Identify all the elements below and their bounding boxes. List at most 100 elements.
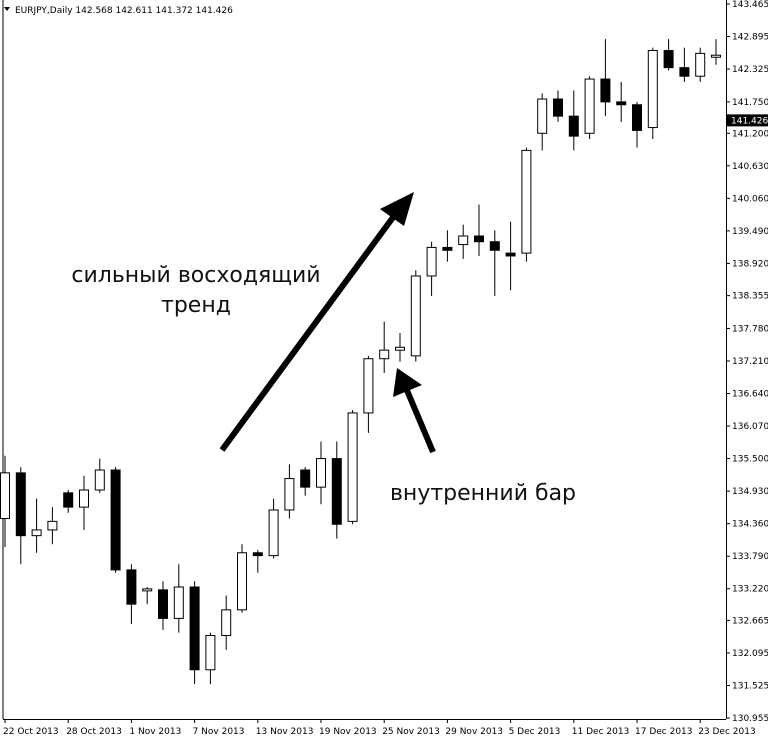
candle-body-bear bbox=[616, 101, 627, 106]
candle bbox=[15, 467, 26, 565]
y-tick-label: 142.895 bbox=[732, 33, 768, 43]
candle bbox=[537, 93, 548, 151]
x-tick-label: 28 Oct 2013 bbox=[66, 727, 122, 737]
y-tick-label: 140.060 bbox=[732, 194, 768, 204]
candle-body-bull bbox=[79, 489, 89, 508]
y-tick-label: 135.500 bbox=[732, 455, 768, 465]
candle-body-bear bbox=[568, 115, 579, 137]
x-tick-label: 22 Oct 2013 bbox=[3, 727, 59, 737]
trend-label-line2: тренд bbox=[161, 293, 231, 318]
y-tick-label: 140.630 bbox=[732, 162, 768, 172]
candle-body-bull bbox=[537, 98, 548, 134]
inside-bar-arrow bbox=[393, 368, 436, 454]
y-tick-label: 133.790 bbox=[732, 552, 768, 562]
candle bbox=[142, 587, 153, 605]
x-tick-label: 23 Dec 2013 bbox=[698, 727, 756, 737]
candles-group bbox=[0, 39, 721, 685]
candle bbox=[663, 39, 674, 71]
candle-body-bull bbox=[94, 469, 105, 491]
candle-body-bull bbox=[268, 509, 279, 557]
candle-body-bull bbox=[410, 275, 421, 357]
candle-body-bull bbox=[347, 412, 358, 522]
y-tick-label: 141.200 bbox=[732, 129, 768, 139]
dropdown-triangle-icon[interactable] bbox=[4, 7, 10, 11]
candle-body-bear bbox=[252, 552, 263, 557]
inside-bar-arrow-shaft bbox=[403, 386, 436, 454]
y-tick-label: 131.525 bbox=[732, 681, 768, 691]
candle-body-bull bbox=[47, 520, 58, 531]
y-tick-label: 143.465 bbox=[732, 0, 768, 10]
candle-body-bear bbox=[663, 50, 674, 69]
candle bbox=[0, 455, 10, 548]
candle-body-bear bbox=[505, 252, 516, 257]
inside-bar-label: внутренний бар bbox=[390, 481, 576, 506]
candle-body-bull bbox=[647, 50, 658, 129]
y-tick-label: 136.640 bbox=[732, 390, 768, 400]
candle-body-bull bbox=[426, 246, 437, 277]
trend-arrow-shaft bbox=[219, 214, 397, 452]
candle-body-bull bbox=[395, 346, 405, 351]
candle-body-bull bbox=[173, 586, 184, 619]
candle-body-bear bbox=[110, 469, 121, 571]
candle bbox=[584, 76, 595, 139]
y-tick-label: 137.210 bbox=[732, 357, 768, 367]
candle bbox=[363, 355, 374, 433]
candle-body-bull bbox=[379, 349, 390, 360]
candle bbox=[47, 507, 58, 545]
candle bbox=[395, 333, 405, 362]
candle bbox=[300, 467, 311, 496]
candle bbox=[94, 458, 105, 493]
current-price-box bbox=[727, 114, 768, 127]
candle-body-bear bbox=[331, 458, 342, 525]
time-axis: 22 Oct 2013 28 Oct 2013 1 Nov 2013 7 Nov 20… bbox=[3, 719, 756, 737]
candle bbox=[410, 270, 421, 362]
x-tick-label: 1 Nov 2013 bbox=[129, 727, 181, 737]
x-tick-label: 29 Nov 2013 bbox=[445, 727, 503, 737]
candle bbox=[647, 47, 658, 139]
candle bbox=[63, 489, 74, 513]
candle bbox=[379, 321, 390, 373]
y-tick-label: 138.355 bbox=[732, 292, 768, 302]
candle-body-bear bbox=[489, 241, 500, 251]
price-axis: 143.465 142.895 142.325 141.750 141.200 140.6… bbox=[726, 0, 768, 724]
y-tick-label: 132.095 bbox=[732, 649, 768, 659]
candle bbox=[268, 498, 279, 559]
candle bbox=[221, 595, 232, 650]
y-tick-label: 138.920 bbox=[732, 259, 768, 269]
candle bbox=[426, 241, 437, 296]
candle-body-bull bbox=[0, 472, 10, 520]
candle bbox=[252, 549, 263, 573]
candle-body-bull bbox=[363, 358, 374, 414]
candle bbox=[347, 410, 358, 525]
candle-body-bull bbox=[584, 78, 595, 134]
y-tick-label: 137.780 bbox=[732, 324, 768, 334]
candle-body-bull bbox=[521, 149, 532, 254]
candle bbox=[711, 39, 721, 65]
y-tick-label: 142.325 bbox=[732, 65, 768, 75]
x-tick-label: 11 Dec 2013 bbox=[572, 727, 630, 737]
candle bbox=[458, 224, 469, 259]
candle bbox=[205, 632, 216, 685]
x-tick-label: 17 Dec 2013 bbox=[635, 727, 693, 737]
inside-bar-arrow-head bbox=[393, 368, 422, 397]
candle-body-bull bbox=[695, 52, 706, 77]
candle-body-bear bbox=[474, 235, 484, 243]
y-tick-label: 132.665 bbox=[732, 616, 768, 626]
current-price-label: 141.426 bbox=[731, 116, 768, 126]
x-tick-label: 13 Nov 2013 bbox=[256, 727, 314, 737]
candle-body-bull bbox=[205, 635, 216, 671]
candle bbox=[616, 81, 627, 122]
candle-body-bull bbox=[316, 458, 326, 488]
candle bbox=[695, 47, 706, 82]
y-tick-label: 134.360 bbox=[732, 520, 768, 530]
candle bbox=[237, 544, 247, 613]
candle-body-bear bbox=[63, 492, 74, 508]
x-tick-label: 19 Nov 2013 bbox=[319, 727, 377, 737]
y-tick-label: 139.490 bbox=[732, 227, 768, 237]
trend-arrow-head bbox=[380, 192, 414, 226]
candle bbox=[489, 230, 500, 296]
symbol-info: EURJPY,Daily 142.568 142.611 141.372 141… bbox=[15, 6, 233, 16]
trend-label-line1: сильный восходящий bbox=[71, 263, 320, 288]
trend-arrow bbox=[219, 192, 414, 452]
